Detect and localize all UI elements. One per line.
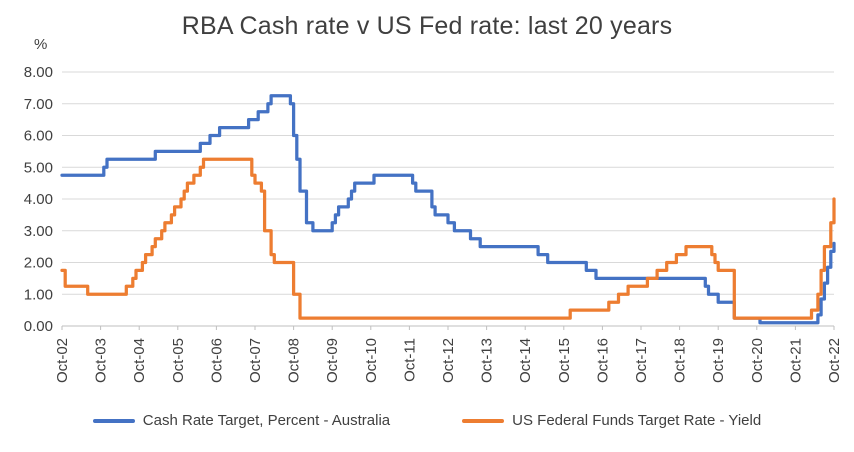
x-tick-label: Oct-19: [710, 338, 727, 383]
x-tick-label: Oct-02: [54, 338, 71, 383]
y-tick-label: 8.00: [24, 64, 53, 81]
series-line-1: [60, 157, 836, 320]
x-tick-label: Oct-22: [826, 338, 843, 383]
legend-item-us-fed: US Federal Funds Target Rate - Yield: [462, 412, 761, 429]
y-tick-label: 7.00: [24, 96, 53, 113]
chart-canvas: 0.00 1.00 2.00 3.00 4.00 5.00 6.00 7.00 8.00 Oct-…: [24, 64, 843, 383]
series-line-0: [60, 94, 836, 325]
x-tick-label: Oct-16: [594, 338, 611, 383]
x-tick-label: Oct-13: [479, 338, 496, 383]
y-axis-unit-label: %: [34, 36, 48, 53]
x-tick-label: Oct-04: [131, 338, 148, 383]
y-tick-label: 2.00: [24, 255, 53, 272]
x-tick-label: Oct-20: [749, 338, 766, 383]
x-tick-label: Oct-08: [286, 338, 303, 383]
x-tick-label: Oct-21: [787, 338, 804, 383]
x-tick-label: Oct-06: [208, 338, 225, 383]
legend-label-australia: Cash Rate Target, Percent - Australia: [142, 412, 391, 429]
y-tick-label: 1.00: [24, 286, 53, 303]
y-tick-label: 5.00: [24, 159, 53, 176]
x-tick-label: Oct-10: [363, 338, 380, 383]
chart-legend: Cash Rate Target, Percent - Australia US…: [0, 412, 854, 429]
x-tick-label: Oct-03: [93, 338, 110, 383]
legend-label-us-fed: US Federal Funds Target Rate - Yield: [512, 412, 762, 429]
legend-line-swatch-us-fed: [462, 418, 505, 423]
y-tick-label: 6.00: [24, 128, 53, 145]
y-tick-label: 3.00: [24, 223, 53, 240]
x-tick-label: Oct-12: [440, 338, 457, 383]
legend-line-swatch-australia: [92, 418, 135, 423]
x-tick-label: Oct-15: [556, 338, 573, 383]
x-tick-label: Oct-17: [633, 338, 650, 383]
chart-title: RBA Cash rate v US Fed rate: last 20 yea…: [181, 12, 673, 40]
x-tick-label: Oct-07: [247, 338, 264, 383]
x-tick-label: Oct-09: [324, 338, 341, 383]
x-tick-label: Oct-14: [517, 338, 534, 383]
y-tick-label: 4.00: [24, 191, 53, 208]
x-tick-label: Oct-11: [401, 338, 418, 382]
legend-item-australia: Cash Rate Target, Percent - Australia: [92, 412, 391, 429]
y-tick-label: 0.00: [24, 318, 53, 335]
x-tick-label: Oct-18: [672, 338, 689, 383]
x-tick-label: Oct-05: [170, 338, 187, 383]
